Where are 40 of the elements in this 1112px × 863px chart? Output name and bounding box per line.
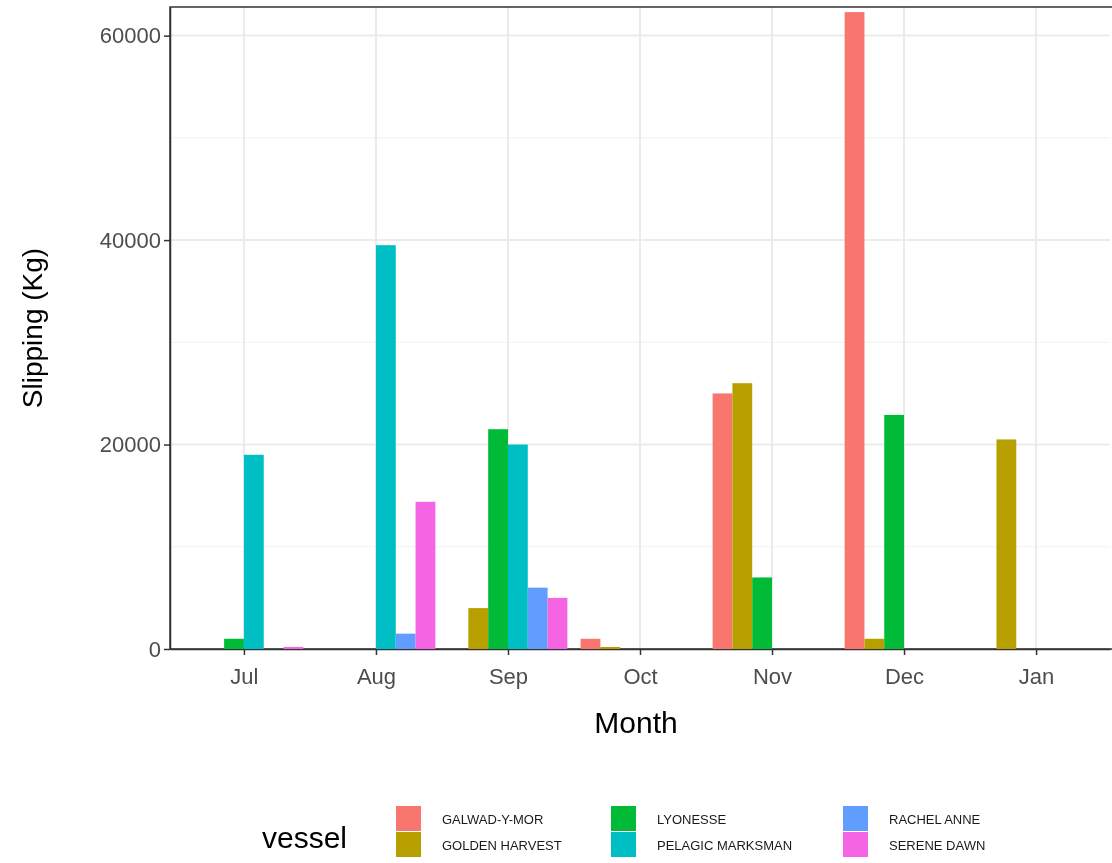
bar xyxy=(732,383,753,649)
x-tick-label: Nov xyxy=(752,664,793,690)
bar xyxy=(527,587,548,649)
y-axis-title: Slipping (Kg) xyxy=(17,247,48,409)
legend-label: SERENE DAWN xyxy=(889,838,986,853)
bar xyxy=(507,444,528,649)
legend-label: GALWAD-Y-MOR xyxy=(442,812,544,827)
bar xyxy=(395,633,416,649)
x-tick-label: Dec xyxy=(884,664,925,690)
bar xyxy=(580,638,601,649)
x-tick-label: Jul xyxy=(230,664,259,690)
y-tick-label: 0 xyxy=(148,636,161,662)
legend-title: vessel xyxy=(262,821,348,854)
y-tick-label: 40000 xyxy=(99,227,161,253)
bar xyxy=(864,638,885,649)
x-tick-label: Sep xyxy=(488,664,529,690)
bar xyxy=(468,608,489,649)
bar xyxy=(884,414,905,649)
x-axis-title: Month xyxy=(594,706,678,739)
bar xyxy=(283,646,304,649)
bar xyxy=(224,638,244,649)
bar xyxy=(844,12,865,649)
bar xyxy=(375,245,396,649)
y-tick-label: 20000 xyxy=(99,432,161,458)
legend-label: PELAGIC MARKSMAN xyxy=(657,838,793,853)
y-tick-label: 60000 xyxy=(99,23,161,49)
bar xyxy=(547,597,568,649)
x-tick-label: Oct xyxy=(623,664,658,690)
bar xyxy=(600,646,621,649)
bar xyxy=(415,501,436,649)
bar xyxy=(712,393,733,649)
x-tick-label: Jan xyxy=(1018,664,1055,690)
bar xyxy=(752,577,773,649)
bar xyxy=(996,439,1017,649)
x-tick-label: Aug xyxy=(356,664,397,690)
bar xyxy=(488,429,508,649)
legend-label: GOLDEN HARVEST xyxy=(442,838,562,853)
legend-label: LYONESSE xyxy=(657,812,727,827)
bar xyxy=(243,454,264,649)
legend-label: RACHEL ANNE xyxy=(889,812,981,827)
